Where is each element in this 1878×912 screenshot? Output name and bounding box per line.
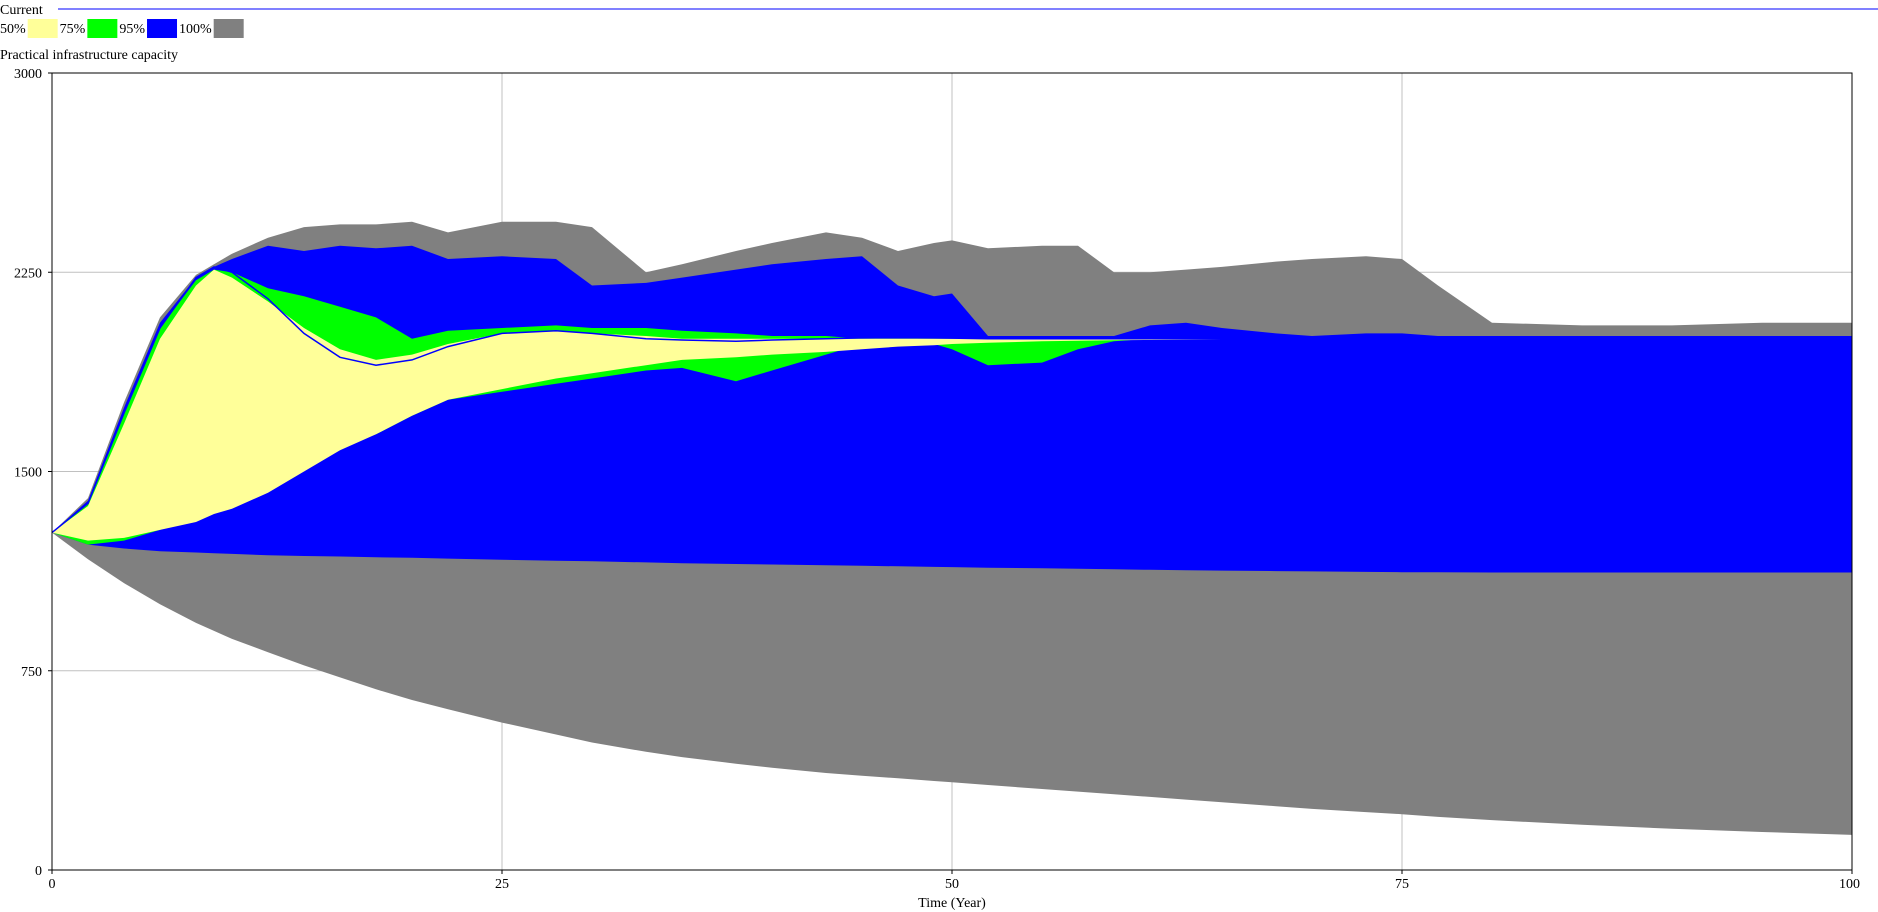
legend: 50% 75% 95% 100% [0, 19, 244, 38]
y-tick-label-0: 0 [35, 864, 42, 879]
plot-area: 0 25 50 75 100 0 750 1500 2250 3000 [14, 67, 1860, 892]
confidence-bands [52, 221, 1852, 835]
current-run [51, 266, 1852, 534]
variable-label: Practical infrastructure capacity [0, 48, 178, 63]
legend-swatch-2 [147, 19, 178, 38]
y-axis-ticks: 0 750 1500 2250 3000 [14, 67, 52, 879]
x-tick-label-3: 75 [1395, 877, 1409, 892]
y-tick-label-2: 1500 [14, 466, 42, 481]
current-run-line [51, 266, 1852, 534]
legend-swatch-1 [87, 19, 118, 38]
x-axis-label: Time (Year) [918, 896, 986, 911]
legend-swatch-0 [27, 19, 58, 38]
x-tick-label-0: 0 [49, 877, 56, 892]
x-tick-label-4: 100 [1839, 877, 1860, 892]
band-50pct [52, 269, 1852, 541]
chart-header: Current 50% 75% 95% 100% Practical infrastr… [0, 3, 1878, 63]
legend-label-3: 100% [179, 22, 212, 37]
x-tick-label-2: 50 [945, 877, 959, 892]
y-tick-label-1: 750 [21, 665, 42, 680]
x-axis-ticks: 0 25 50 75 100 [49, 870, 1860, 892]
legend-label-1: 75% [60, 22, 86, 37]
band-95pct [52, 245, 1852, 573]
y-tick-label-4: 3000 [14, 67, 42, 82]
y-tick-label-3: 2250 [14, 266, 42, 281]
legend-label-2: 95% [119, 22, 145, 37]
legend-swatch-3 [213, 19, 244, 38]
legend-label-0: 50% [0, 22, 26, 37]
run-label: Current [0, 3, 43, 18]
x-tick-label-1: 25 [495, 877, 509, 892]
